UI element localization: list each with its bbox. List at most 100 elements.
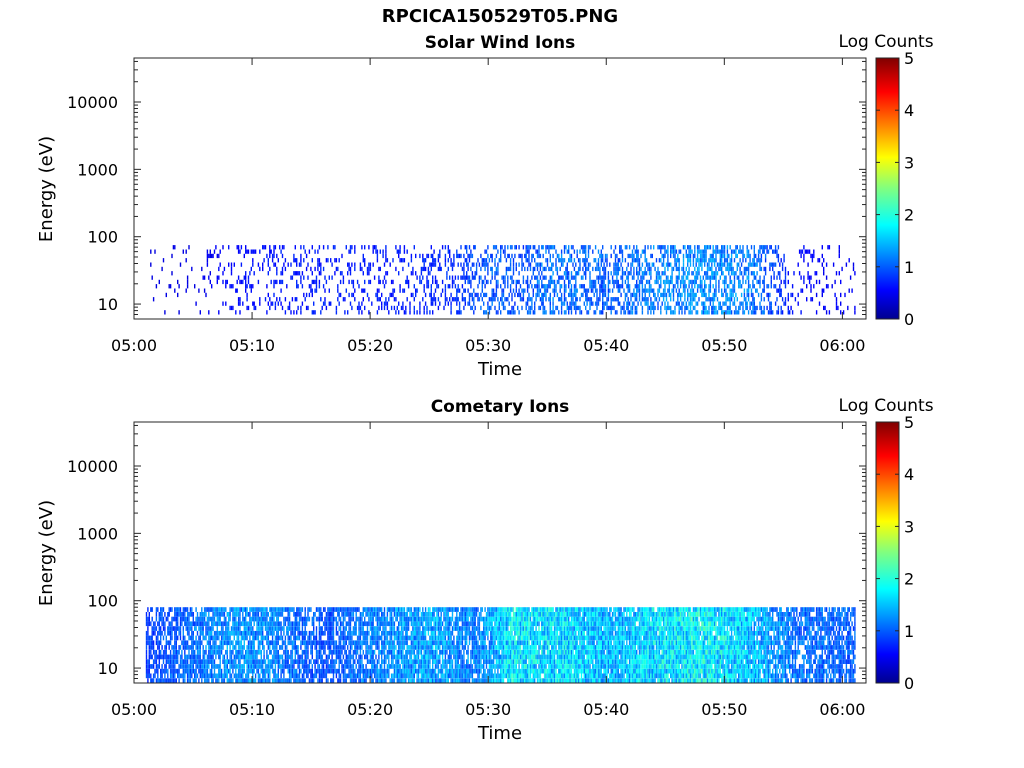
heatmap-cell [390,645,393,650]
heatmap-cell [773,284,775,289]
heatmap-cell [682,262,685,267]
heatmap-cell [718,284,720,289]
heatmap-cell [314,635,316,641]
heatmap-cell [165,678,167,683]
heatmap-cell [402,258,404,263]
heatmap-cell [185,640,187,646]
heatmap-cell [393,626,396,631]
heatmap-cell [848,258,850,263]
heatmap-cell [320,266,322,272]
heatmap-cell [483,258,485,263]
heatmap-cell [266,630,268,636]
heatmap-cell [705,297,707,302]
heatmap-cell [269,266,271,272]
heatmap-cell [573,266,576,272]
heatmap-cell [777,288,780,293]
heatmap-cell [497,266,499,272]
heatmap-cell [733,279,736,285]
heatmap-cell [232,305,234,311]
heatmap-cell [402,668,404,674]
heatmap-cell [290,673,292,679]
heatmap-cell [721,253,723,259]
heatmap-cell [593,310,595,315]
heatmap-cell [243,668,245,674]
heatmap-cell [232,621,234,627]
heatmap-cell [246,664,248,669]
heatmap-cell [545,288,547,293]
heatmap-cell [365,621,367,627]
heatmap-cell [399,664,401,669]
heatmap-cell [638,284,641,289]
heatmap-cell [535,249,537,254]
heatmap-cell [314,673,316,679]
heatmap-cell [385,271,387,276]
heatmap-cell [171,271,173,276]
heatmap-cell [318,262,321,267]
heatmap-cell [658,258,661,263]
heatmap-cell [699,288,702,293]
heatmap-cell [722,292,724,298]
heatmap-cell [687,275,689,280]
heatmap-cell [766,292,768,298]
heatmap-cell [738,305,740,311]
heatmap-cell [239,301,241,306]
heatmap-cell [338,673,340,679]
heatmap-cell [304,649,306,655]
heatmap-cell [356,640,359,646]
heatmap-cell [528,245,530,250]
heatmap-cell [386,640,389,646]
heatmap-cell [294,245,296,250]
heatmap-cell [266,626,268,631]
heatmap-cell [427,279,430,285]
heatmap-cell [298,673,301,679]
heatmap-cell [301,649,304,655]
heatmap-cell [150,664,152,669]
heatmap-cell [315,649,318,655]
heatmap-cell [209,659,211,664]
heatmap-cell [235,616,237,622]
heatmap-cell [422,258,424,263]
heatmap-cell [294,626,296,631]
heatmap-cell [310,607,312,612]
heatmap-cell [526,258,529,263]
heatmap-cell [379,616,381,622]
heatmap-cell [196,621,199,627]
heatmap-cell [342,654,345,660]
heatmap-cell [572,275,574,280]
heatmap-cell [730,297,733,302]
heatmap-cell [337,645,339,650]
heatmap-cell [362,664,364,669]
heatmap-cell [152,645,155,650]
heatmap-cell [237,616,240,622]
heatmap-cell [774,301,777,306]
heatmap-cell [361,245,363,250]
heatmap-cell [327,664,329,669]
heatmap-cell [789,310,791,315]
heatmap-cell [288,301,291,306]
heatmap-cell [538,245,540,250]
heatmap-cell [471,275,474,280]
heatmap-cell [376,645,379,650]
heatmap-cell [539,266,542,272]
heatmap-cell [430,301,432,306]
heatmap-cell [325,664,328,669]
heatmap-cell [413,245,415,250]
heatmap-cell [189,673,192,679]
heatmap-cell [167,616,169,622]
heatmap-cell [246,678,248,683]
heatmap-cell [337,668,339,674]
heatmap-cell [330,645,332,650]
heatmap-cell [349,673,352,679]
heatmap-cell [262,607,264,612]
heatmap-cell [239,249,241,254]
heatmap-cell [246,297,248,302]
heatmap-cell [209,645,211,650]
heatmap-cell [817,258,819,263]
heatmap-cell [684,310,686,315]
heatmap-cell [373,612,376,617]
heatmap-cell [232,630,234,636]
heatmap-cell [179,673,182,679]
heatmap-cell [593,258,595,263]
heatmap-cell [280,288,282,293]
